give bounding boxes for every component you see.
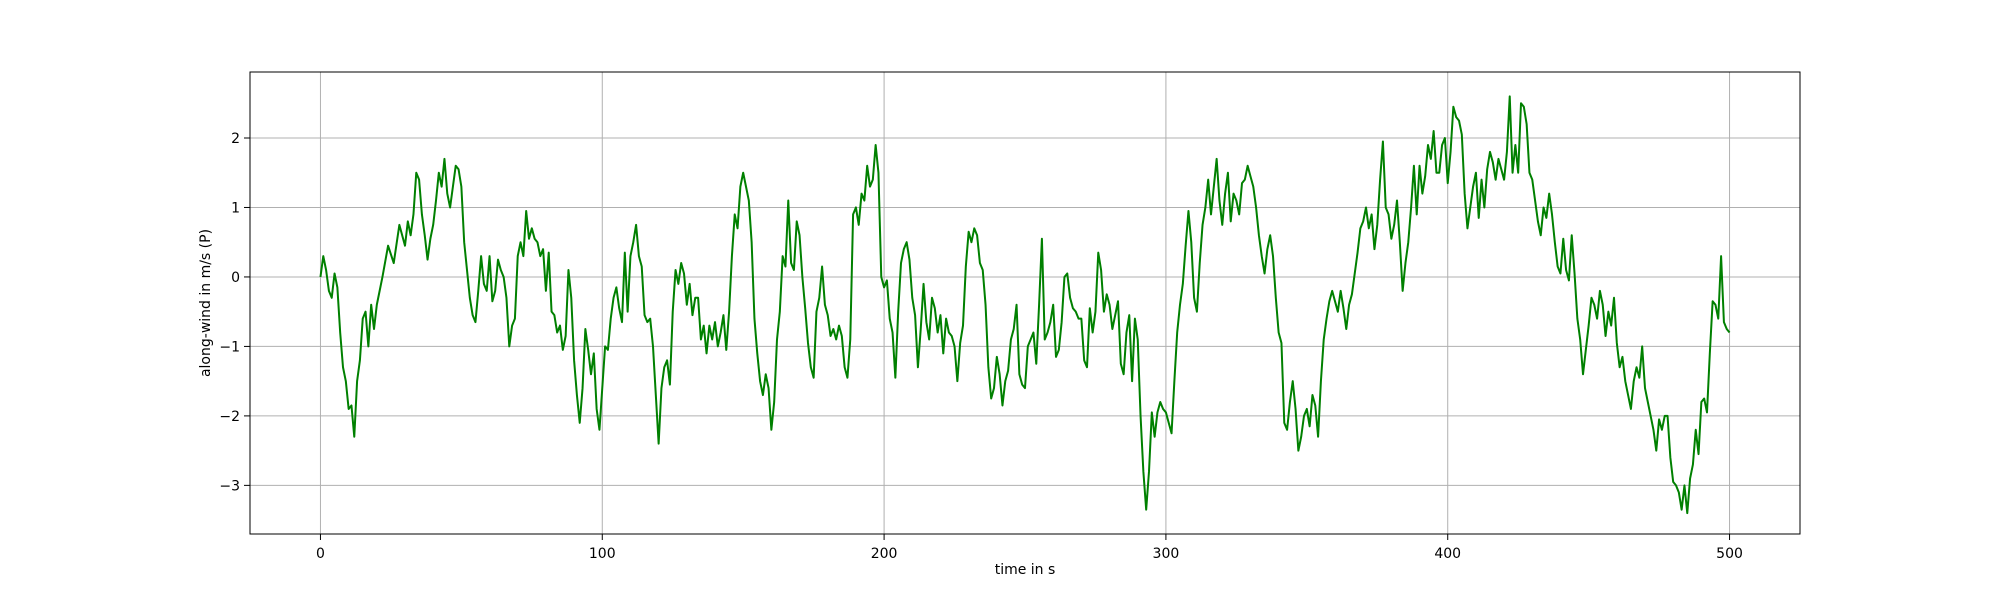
y-tick-label: 2: [231, 131, 240, 147]
y-tick-label: −1: [219, 339, 240, 355]
grid-lines: [250, 72, 1800, 534]
y-tick-label: −2: [219, 409, 240, 425]
x-tick-label: 300: [1153, 546, 1180, 562]
y-axis-label: along-wind in m/s (P): [198, 229, 214, 377]
series-group: [319, 95, 1731, 515]
x-tick-label: 400: [1434, 546, 1461, 562]
plot-frame: [249, 71, 1801, 535]
x-tick-label: 200: [871, 546, 898, 562]
x-tick-label: 0: [316, 546, 325, 562]
y-tick-label: −3: [219, 478, 240, 494]
y-tick-label: 1: [231, 200, 240, 216]
y-tick-label: 0: [231, 270, 240, 286]
axis-ticks: 0 100 200 300 400 500 −3 −2 −1 0 1 2: [219, 131, 1743, 562]
x-tick-label: 100: [589, 546, 616, 562]
x-tick-label: 500: [1716, 546, 1743, 562]
x-axis-label: time in s: [995, 562, 1056, 578]
series-line: [319, 95, 1731, 515]
